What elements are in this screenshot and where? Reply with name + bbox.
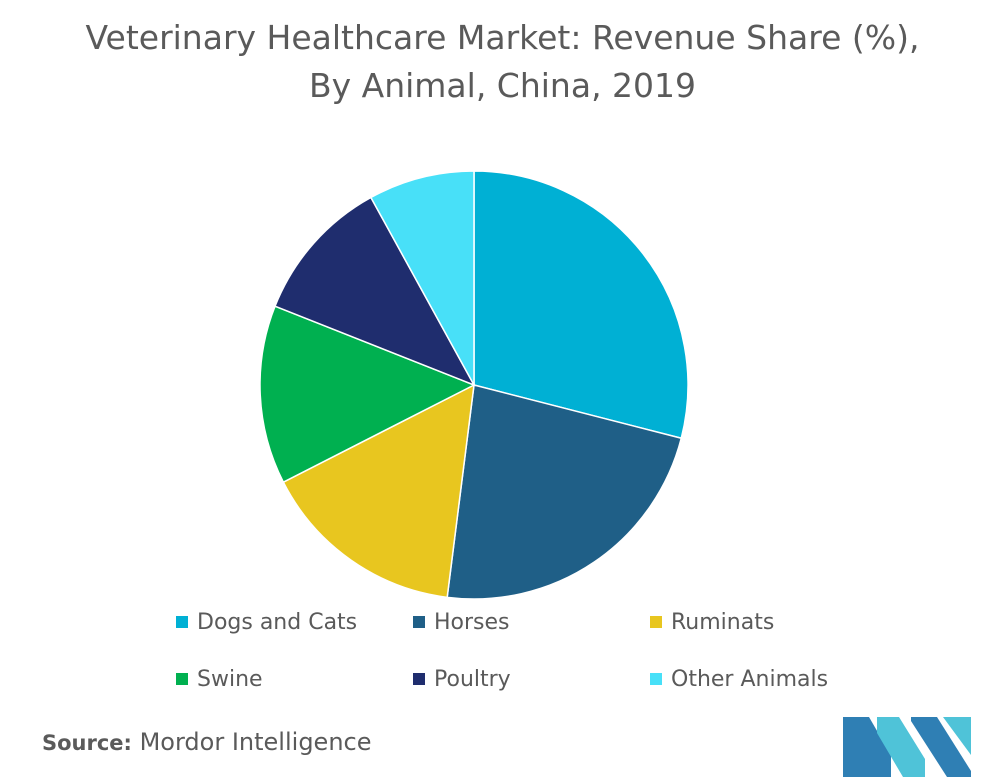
pie-slice-poultry: [274, 196, 476, 387]
chart-title-line-1: Veterinary Healthcare Market: Revenue Sh…: [85, 18, 920, 57]
source-label: Source:: [42, 731, 132, 755]
legend-label-other-animals: Other Animals: [671, 666, 829, 692]
pie-slice-horses: [446, 384, 683, 600]
chart-title: Veterinary Healthcare Market: Revenue Sh…: [0, 14, 1005, 110]
legend-swatch-ruminats: [650, 616, 662, 628]
legend-label-horses: Horses: [434, 609, 510, 635]
legend-item-dogs-and-cats: Dogs and Cats: [176, 603, 413, 641]
pie-slice-ruminats: [282, 383, 475, 599]
pie-slice-swine: [259, 305, 476, 484]
logo-left-shape: [843, 717, 891, 777]
logo-corner-shape: [943, 717, 971, 755]
legend-swatch-other-animals: [650, 673, 662, 685]
legend-swatch-swine: [176, 673, 188, 685]
pie-slice-other-animals: [369, 170, 475, 386]
logo-right-shape: [911, 717, 971, 777]
legend-swatch-horses: [413, 616, 425, 628]
source-text: Mordor Intelligence: [139, 728, 372, 756]
legend-label-swine: Swine: [197, 666, 263, 692]
chart-title-line-2: By Animal, China, 2019: [308, 66, 697, 105]
legend-label-poultry: Poultry: [434, 666, 511, 692]
legend-swatch-poultry: [413, 673, 425, 685]
legend-item-horses: Horses: [413, 603, 650, 641]
legend-item-ruminats: Ruminats: [650, 603, 876, 641]
chart-legend: Dogs and Cats Horses Ruminats Swine Poultry O…: [176, 603, 876, 698]
pie-slice-dogs-and-cats: [473, 170, 689, 440]
logo-middle-shape: [877, 717, 925, 777]
legend-item-swine: Swine: [176, 660, 413, 698]
source-note: Source: Mordor Intelligence: [42, 728, 371, 756]
legend-item-poultry: Poultry: [413, 660, 650, 698]
legend-label-ruminats: Ruminats: [671, 609, 775, 635]
mordor-intelligence-logo: [843, 717, 971, 777]
legend-item-other-animals: Other Animals: [650, 660, 876, 698]
legend-swatch-dogs-and-cats: [176, 616, 188, 628]
legend-label-dogs-and-cats: Dogs and Cats: [197, 609, 358, 635]
